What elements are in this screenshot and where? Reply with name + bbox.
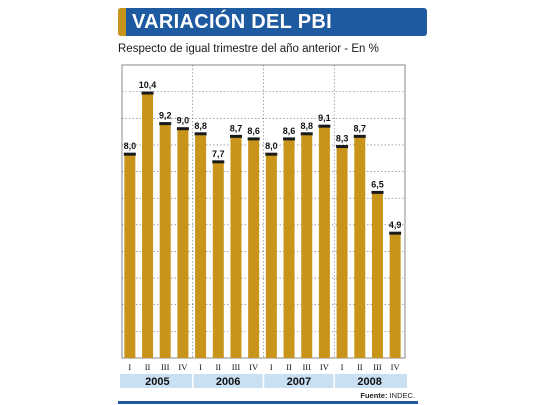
bar-cap xyxy=(300,132,313,136)
quarter-label: IV xyxy=(178,362,188,372)
bar-cap xyxy=(159,122,172,126)
value-label: 8,6 xyxy=(247,126,260,136)
bar-cap xyxy=(318,124,331,128)
bar xyxy=(177,128,189,358)
bar-cap xyxy=(247,137,260,141)
bar-cap xyxy=(229,134,242,138)
bar-cap xyxy=(371,190,384,194)
quarter-label: III xyxy=(161,362,170,372)
quarter-label: I xyxy=(341,362,344,372)
quarter-label: I xyxy=(199,362,202,372)
bar xyxy=(195,133,207,358)
quarter-label: I xyxy=(128,362,131,372)
value-label: 10,4 xyxy=(139,80,157,90)
year-label: 2006 xyxy=(216,376,240,388)
quarter-label: IV xyxy=(391,362,401,372)
source-value: INDEC. xyxy=(389,391,415,400)
bar xyxy=(354,136,366,358)
value-label: 8,7 xyxy=(230,123,243,133)
title-banner xyxy=(118,8,427,36)
quarter-label: I xyxy=(270,362,273,372)
bar xyxy=(389,233,401,358)
chart-title: VARIACIÓN DEL PBI xyxy=(132,11,332,33)
value-label: 8,8 xyxy=(194,121,207,131)
value-label: 7,7 xyxy=(212,149,225,159)
value-label: 9,0 xyxy=(177,116,190,126)
bar xyxy=(301,133,313,358)
bar xyxy=(318,126,330,358)
value-label: 8,3 xyxy=(336,134,349,144)
chart-subtitle: Respecto de igual trimestre del año ante… xyxy=(118,43,379,55)
quarter-label: III xyxy=(302,362,311,372)
source-label: Fuente: xyxy=(360,391,388,400)
quarter-label: III xyxy=(373,362,382,372)
quarter-label: II xyxy=(286,362,292,372)
quarter-label: IV xyxy=(320,362,330,372)
bar xyxy=(283,138,295,358)
quarter-label: II xyxy=(357,362,363,372)
quarter-label: II xyxy=(215,362,221,372)
value-label: 8,0 xyxy=(124,141,137,151)
bottom-rule xyxy=(118,401,418,404)
year-label: 2005 xyxy=(145,376,169,388)
quarter-label: IV xyxy=(249,362,259,372)
bar-cap xyxy=(265,152,278,156)
value-label: 6,5 xyxy=(371,179,384,189)
value-label: 9,2 xyxy=(159,111,172,121)
year-label: 2008 xyxy=(357,376,381,388)
bar-cap xyxy=(176,127,189,131)
bar xyxy=(371,192,383,358)
bar-cap xyxy=(283,137,296,141)
value-label: 8,0 xyxy=(265,141,278,151)
bar-cap xyxy=(212,160,225,164)
bar-cap xyxy=(353,134,366,138)
source-note: Fuente: INDEC. xyxy=(360,391,415,400)
bar xyxy=(265,154,277,358)
value-label: 4,9 xyxy=(389,220,402,230)
bar xyxy=(124,154,136,358)
bar xyxy=(248,138,260,358)
bar xyxy=(159,123,171,358)
quarter-label: III xyxy=(232,362,241,372)
bar xyxy=(142,93,154,358)
quarter-label: II xyxy=(145,362,151,372)
bar-cap xyxy=(194,132,207,136)
value-label: 8,6 xyxy=(283,126,296,136)
bar-cap xyxy=(389,231,402,235)
value-label: 8,7 xyxy=(354,123,367,133)
bar xyxy=(212,161,224,358)
year-label: 2007 xyxy=(287,376,311,388)
bar-cap xyxy=(336,145,349,149)
title-banner-accent xyxy=(118,8,126,36)
value-label: 9,1 xyxy=(318,113,331,123)
bar-cap xyxy=(141,91,154,95)
bar xyxy=(230,136,242,358)
bar xyxy=(336,146,348,358)
bar-cap xyxy=(123,152,136,156)
value-label: 8,8 xyxy=(300,121,313,131)
